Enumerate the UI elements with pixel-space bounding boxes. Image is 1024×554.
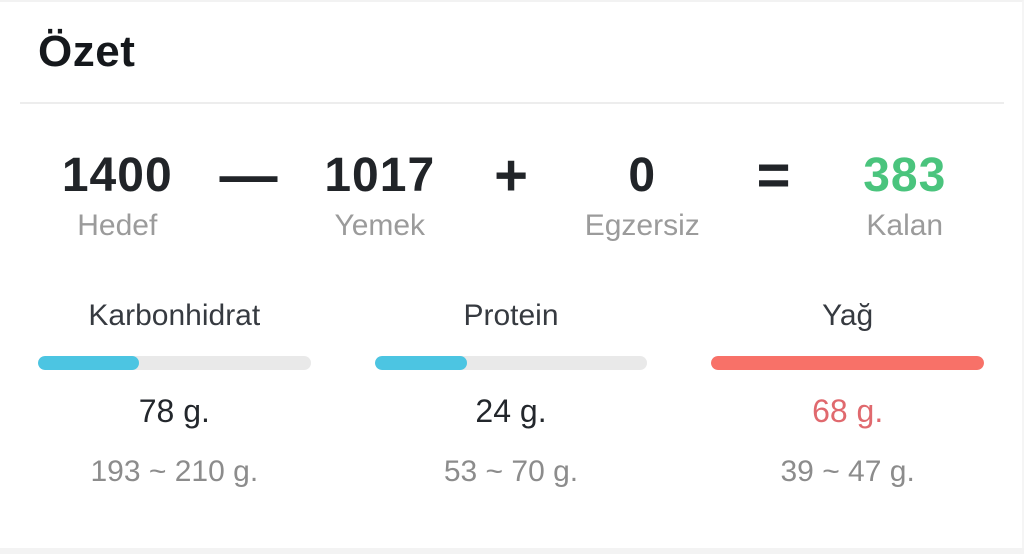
macro-target-range: 193 ~ 210 g.: [90, 455, 259, 489]
minus-operator-icon: —: [219, 143, 278, 209]
macros-section: Karbonhidrat 78 g. 193 ~ 210 g. Protein …: [0, 298, 1022, 490]
macro-target-range: 39 ~ 47 g.: [780, 455, 915, 489]
remaining-label: Kalan: [866, 209, 944, 243]
macro-column-fat: Yağ 68 g. 39 ~ 47 g.: [679, 298, 1016, 490]
fat-progress-track: [711, 356, 984, 371]
macro-consumed-value: 78 g.: [138, 393, 210, 430]
calorie-equation: 1400 Hedef — 1017 Yemek + 0 Egzersiz = 3…: [0, 143, 1022, 244]
equation-column-goal: 1400 Hedef: [25, 148, 210, 244]
equation-column-remaining: 383 Kalan: [813, 148, 998, 244]
equation-column-food: 1017 Yemek: [288, 148, 473, 244]
macro-name: Yağ: [822, 299, 874, 333]
carbs-progress-track: [38, 356, 311, 371]
macro-consumed-value: 68 g.: [812, 393, 884, 430]
goal-label: Hedef: [77, 209, 158, 243]
equation-column-exercise: 0 Egzersiz: [550, 148, 735, 244]
macro-column-carbs: Karbonhidrat 78 g. 193 ~ 210 g.: [6, 298, 343, 490]
plus-operator-icon: +: [494, 143, 528, 209]
equals-operator-icon: =: [756, 143, 791, 209]
title-divider: [20, 102, 1004, 105]
exercise-value: 0: [628, 149, 657, 203]
macro-column-protein: Protein 24 g. 53 ~ 70 g.: [343, 298, 680, 490]
macro-consumed-value: 24 g.: [475, 393, 547, 430]
exercise-label: Egzersiz: [584, 209, 700, 243]
protein-progress-fill: [374, 356, 468, 371]
food-label: Yemek: [334, 209, 426, 243]
goal-value: 1400: [61, 149, 173, 203]
macro-name: Protein: [463, 299, 559, 333]
fat-progress-fill: [711, 356, 984, 371]
carbs-progress-fill: [38, 356, 139, 371]
page-title: Özet: [38, 27, 136, 76]
remaining-value: 383: [863, 149, 947, 203]
protein-progress-track: [374, 356, 648, 371]
macro-target-range: 53 ~ 70 g.: [443, 455, 579, 489]
macro-name: Karbonhidrat: [88, 299, 261, 333]
food-value: 1017: [324, 149, 436, 203]
